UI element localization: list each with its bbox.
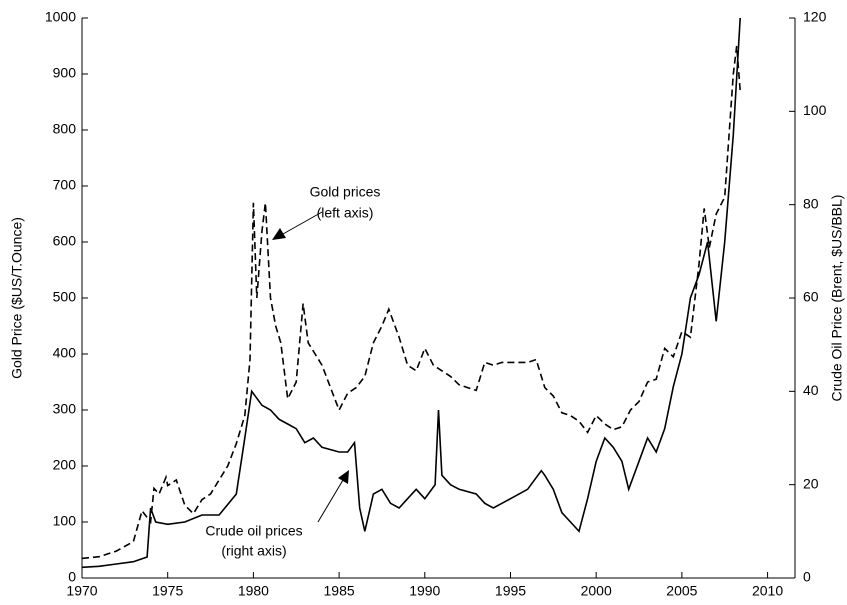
y-tick-label: 700 (53, 177, 77, 193)
y2-tick-label: 20 (803, 475, 819, 491)
series-line (81, 45, 741, 560)
annotation: (right axis) (221, 543, 286, 559)
y-tick-label: 0 (68, 569, 76, 585)
y-tick-label: 800 (53, 121, 77, 137)
x-tick-label: 2005 (666, 583, 697, 599)
y2-tick-label: 60 (803, 289, 819, 305)
y-tick-label: 200 (53, 457, 77, 473)
y2-axis-label: Crude Oil Price (Brent, $US/BBL) (829, 195, 845, 402)
arrow-head (338, 470, 349, 484)
y2-tick-label: 80 (803, 195, 819, 211)
y-axis-label: Gold Price ($US/T.Ounce) (9, 217, 25, 379)
y-tick-label: 500 (53, 289, 77, 305)
annotation: Crude oil prices (205, 523, 302, 539)
x-tick-label: 1990 (409, 583, 440, 599)
arrow-line (282, 211, 323, 235)
arrow-head (272, 228, 286, 240)
y-tick-label: 400 (53, 345, 77, 361)
annotation: Gold prices (310, 184, 381, 200)
x-tick-label: 1975 (152, 583, 183, 599)
y2-tick-label: 120 (803, 9, 827, 25)
x-tick-label: 1980 (238, 583, 269, 599)
y-tick-label: 100 (53, 513, 77, 529)
y2-tick-label: 0 (803, 569, 811, 585)
x-tick-label: 1985 (324, 583, 355, 599)
y-tick-label: 600 (53, 233, 77, 249)
annotation: (left axis) (317, 205, 374, 221)
y-tick-label: 1000 (45, 9, 76, 25)
y-tick-label: 900 (53, 65, 77, 81)
arrow-line (317, 479, 344, 523)
y2-tick-label: 100 (803, 102, 827, 118)
x-tick-label: 1995 (495, 583, 526, 599)
y-tick-label: 300 (53, 401, 77, 417)
x-tick-label: 2000 (581, 583, 612, 599)
x-tick-label: 1970 (66, 583, 97, 599)
x-tick-label: 2010 (752, 583, 783, 599)
y2-tick-label: 40 (803, 382, 819, 398)
series-line (81, 17, 741, 569)
